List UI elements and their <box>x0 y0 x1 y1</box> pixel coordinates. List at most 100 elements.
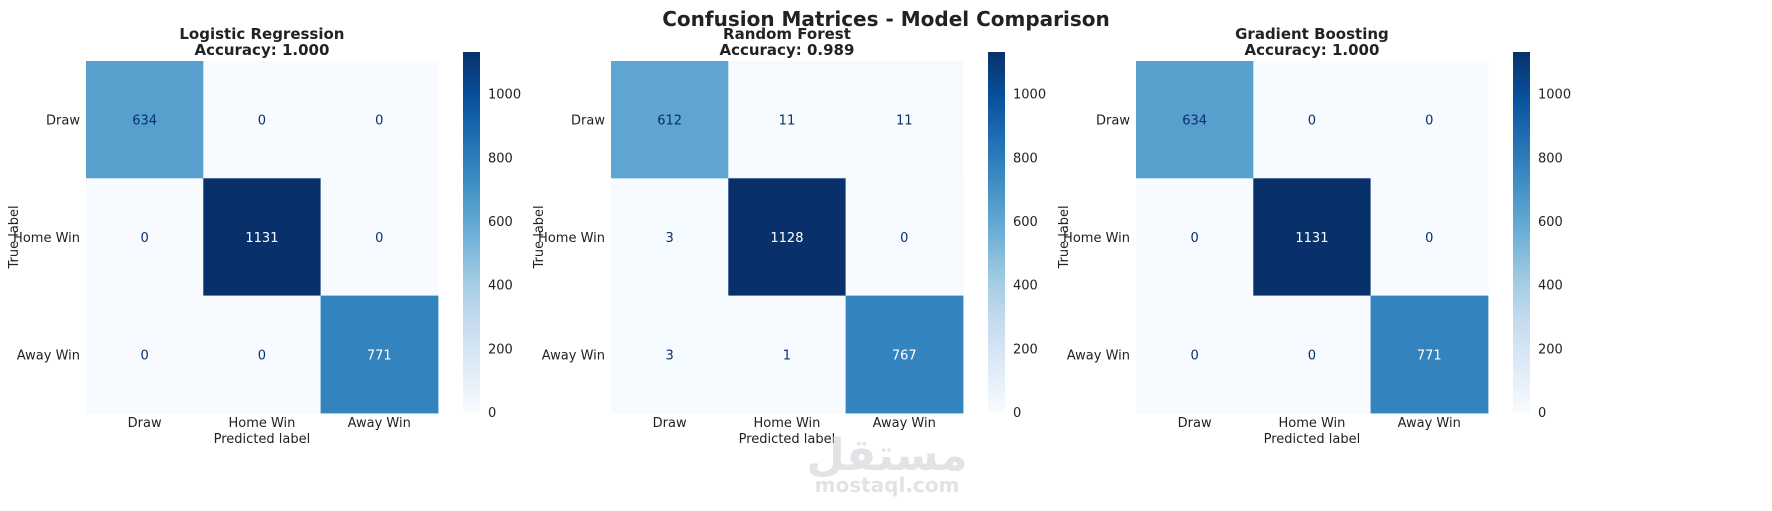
colorbar-tick-label: 600 <box>488 215 513 230</box>
x-axis-label: Predicted label <box>1264 432 1361 447</box>
heatmap-cell <box>86 61 204 179</box>
heatmap-cell <box>86 178 204 297</box>
heatmap-cell <box>728 295 847 414</box>
cell-value: 0 <box>258 348 266 363</box>
heatmap-cell <box>1136 295 1254 414</box>
colorbar-tick-label: 400 <box>488 279 513 294</box>
colorbar-tick-label: 0 <box>1538 406 1546 421</box>
x-tick-label: Away Win <box>873 416 936 431</box>
colorbar <box>463 52 480 412</box>
colorbar-tick-label: 200 <box>1538 342 1563 357</box>
cell-value: 11 <box>896 114 913 129</box>
cell-value: 11 <box>779 114 796 129</box>
cell-value: 0 <box>141 348 149 363</box>
y-tick-label: Draw <box>46 114 80 129</box>
heatmap-cell <box>845 178 964 297</box>
panel-title: Logistic Regression <box>179 25 344 43</box>
cell-value: 0 <box>1191 231 1199 246</box>
cell-value: 0 <box>1308 114 1316 129</box>
colorbar-tick-label: 400 <box>1013 279 1038 294</box>
y-tick-label: Draw <box>1096 114 1130 129</box>
colorbar <box>1513 52 1530 412</box>
cell-value: 1131 <box>1295 231 1328 246</box>
heatmap-cell <box>1253 61 1372 179</box>
colorbar-tick-label: 200 <box>488 342 513 357</box>
cell-value: 771 <box>1417 348 1442 363</box>
watermark: مستقل mostaql.com <box>807 430 968 497</box>
cell-value: 1 <box>783 348 791 363</box>
cell-value: 634 <box>1182 114 1207 129</box>
heatmap-cell <box>1136 178 1254 297</box>
y-tick-label: Home Win <box>1063 231 1130 246</box>
colorbar-tick-label: 600 <box>1013 215 1038 230</box>
y-axis-label: True label <box>532 205 547 269</box>
cell-value: 0 <box>258 114 266 129</box>
colorbar-tick-label: 800 <box>488 151 513 166</box>
x-axis-label: Predicted label <box>214 432 311 447</box>
heatmap-cell <box>611 61 729 179</box>
x-tick-label: Draw <box>1178 416 1212 431</box>
x-tick-label: Draw <box>653 416 687 431</box>
heatmap-cell <box>845 295 964 414</box>
colorbar-tick-label: 0 <box>1013 406 1021 421</box>
watermark-logo: مستقل <box>807 430 968 481</box>
panel-accuracy: Accuracy: 1.000 <box>1244 41 1379 59</box>
heatmap-cell <box>611 295 729 414</box>
heatmap-cell <box>1136 61 1254 179</box>
x-tick-label: Home Win <box>228 416 295 431</box>
colorbar-tick-label: 600 <box>1538 215 1563 230</box>
heatmap-cell <box>1253 295 1372 414</box>
watermark-url: mostaql.com <box>815 473 960 497</box>
heatmap-cell <box>611 178 729 297</box>
heatmap-cell <box>728 178 847 297</box>
heatmap-cell <box>320 178 439 297</box>
x-tick-label: Away Win <box>348 416 411 431</box>
heatmap-cell <box>203 295 322 414</box>
cell-value: 0 <box>141 231 149 246</box>
colorbar-tick-label: 400 <box>1538 279 1563 294</box>
y-axis-label: True label <box>7 205 22 269</box>
x-tick-label: Draw <box>128 416 162 431</box>
panel-title: Gradient Boosting <box>1235 25 1389 43</box>
x-axis-label: Predicted label <box>739 432 836 447</box>
x-tick-label: Away Win <box>1398 416 1461 431</box>
heatmap-cell <box>203 61 322 179</box>
colorbar-tick-label: 1000 <box>488 88 521 103</box>
heatmap-cell <box>1370 61 1489 179</box>
panel-title: Random Forest <box>723 25 851 43</box>
cell-value: 0 <box>1425 231 1433 246</box>
heatmap-cell <box>1253 178 1372 297</box>
heatmap-cell <box>86 295 204 414</box>
heatmap-cell <box>320 295 439 414</box>
cell-value: 0 <box>1425 114 1433 129</box>
colorbar-tick-label: 800 <box>1013 151 1038 166</box>
heatmap-cell <box>203 178 322 297</box>
cell-value: 1128 <box>770 231 803 246</box>
panels-container: Logistic Regression Accuracy: 1.000 634 0 0 0… <box>7 25 1571 447</box>
heatmap-cell <box>1370 295 1489 414</box>
cell-value: 767 <box>892 348 917 363</box>
figure-suptitle: Confusion Matrices - Model Comparison <box>662 7 1110 31</box>
cell-value: 1131 <box>245 231 278 246</box>
x-tick-label: Home Win <box>1278 416 1345 431</box>
panel-accuracy: Accuracy: 0.989 <box>719 41 854 59</box>
y-tick-label: Draw <box>571 114 605 129</box>
cell-value: 3 <box>666 231 674 246</box>
cell-value: 0 <box>900 231 908 246</box>
cell-value: 0 <box>375 231 383 246</box>
colorbar <box>988 52 1005 412</box>
cell-value: 0 <box>375 114 383 129</box>
x-tick-label: Home Win <box>753 416 820 431</box>
cell-value: 634 <box>132 114 157 129</box>
cell-value: 0 <box>1308 348 1316 363</box>
heatmap-cell <box>320 61 439 179</box>
y-tick-label: Home Win <box>538 231 605 246</box>
heatmap-cell <box>728 61 847 179</box>
cell-value: 771 <box>367 348 392 363</box>
colorbar-tick-label: 200 <box>1013 342 1038 357</box>
colorbar-tick-label: 1000 <box>1013 88 1046 103</box>
